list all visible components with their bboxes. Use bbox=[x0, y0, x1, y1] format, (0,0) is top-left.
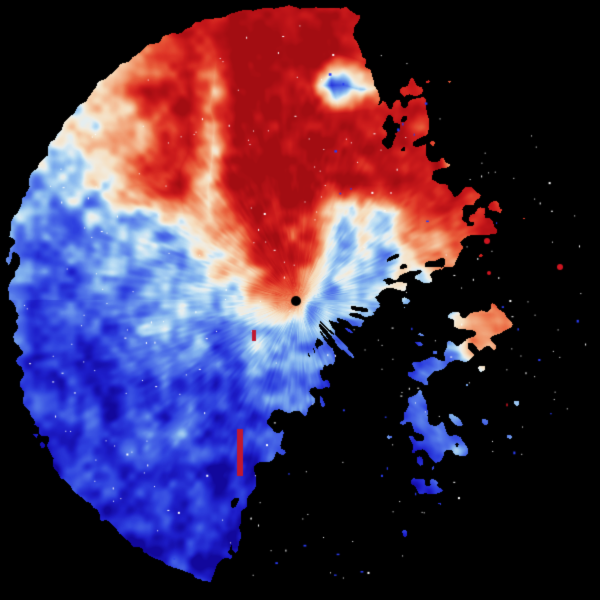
radar-velocity-display bbox=[0, 0, 600, 600]
radar-velocity-canvas bbox=[0, 0, 600, 600]
